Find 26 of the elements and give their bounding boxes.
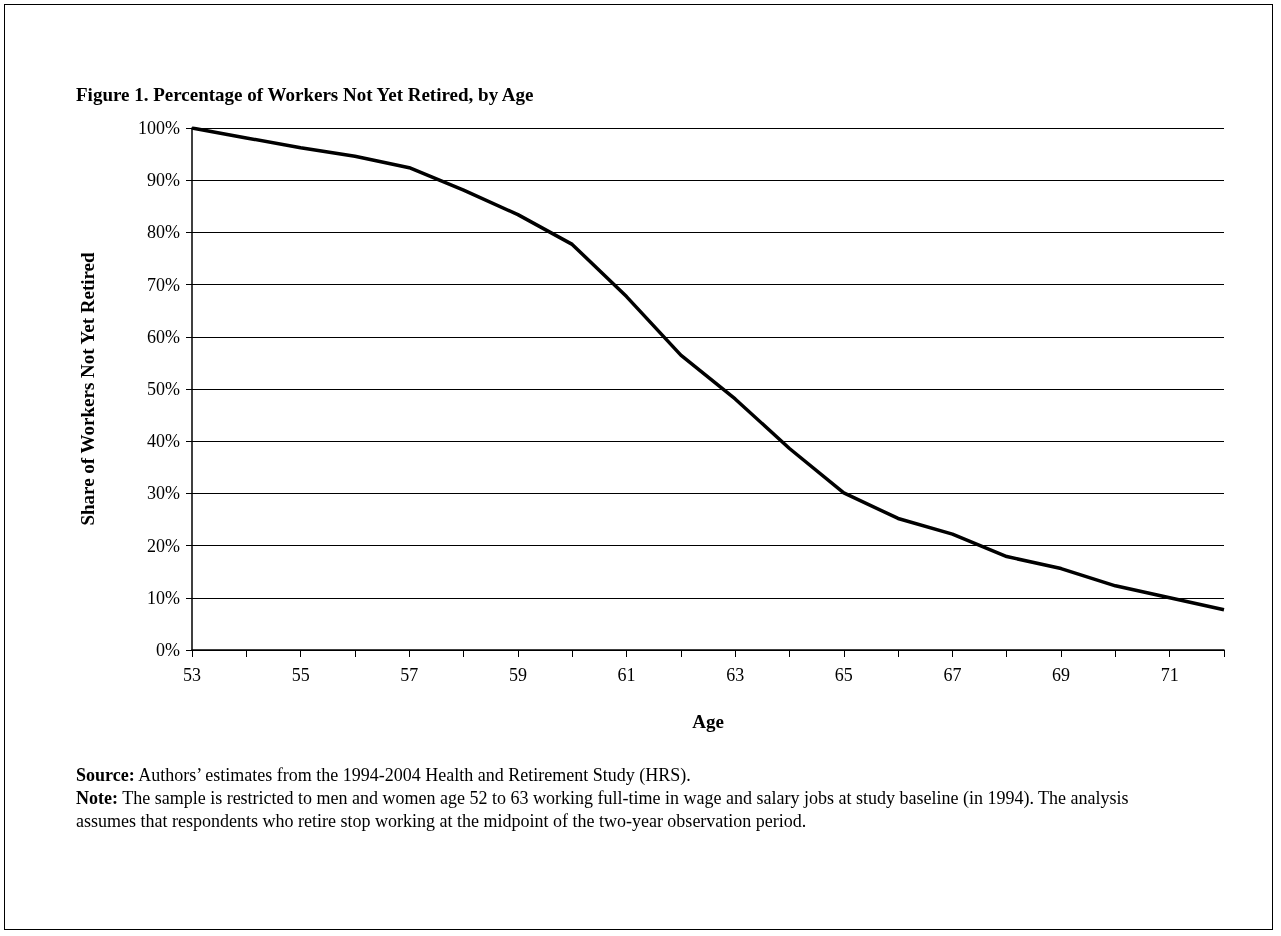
y-tick-label: 0% <box>156 640 180 660</box>
x-tick-label: 67 <box>943 665 962 685</box>
x-tick-label: 53 <box>183 665 201 685</box>
text: Note: The sample is restricted to men and women age 52 to 63 working full-time in wage and salary jobs at study baseline (in 1994). The analysis assumes that respondents who retire stop working at the midpoint of the two-year observation period. <box>76 787 1130 833</box>
chart-title: Figure 1. Percentage of Workers Not Yet Retired, by Age <box>76 84 534 106</box>
y-tick-label: 50% <box>147 379 180 399</box>
x-tick-label: 57 <box>400 665 419 685</box>
y-tick-label: 60% <box>147 326 180 347</box>
x-tick-label: 63 <box>726 665 745 685</box>
source-note: Source: Authors’ estimates from the 1994-2004 Health and Retirement Study (HRS). <box>76 764 692 787</box>
y-tick-label: 80% <box>147 222 180 243</box>
x-tick-label: 71 <box>1160 665 1179 685</box>
y-tick-label: 100% <box>138 118 180 138</box>
y-tick-label: 70% <box>147 274 180 295</box>
y-tick-label: 20% <box>147 535 180 556</box>
x-tick-label: 59 <box>508 665 527 685</box>
x-tick-label: 69 <box>1052 665 1071 685</box>
y-tick-label: 10% <box>147 587 180 608</box>
y-tick-label: 40% <box>147 431 180 452</box>
x-axis-title: Age <box>692 711 724 732</box>
x-tick-label: 65 <box>834 665 853 685</box>
y-axis-title: Share of Workers Not Yet Retired <box>77 251 98 526</box>
x-tick-label: 61 <box>617 665 636 685</box>
x-tick-label: 55 <box>291 665 310 685</box>
y-tick-label: 30% <box>147 483 180 504</box>
y-tick-label: 90% <box>147 170 180 191</box>
